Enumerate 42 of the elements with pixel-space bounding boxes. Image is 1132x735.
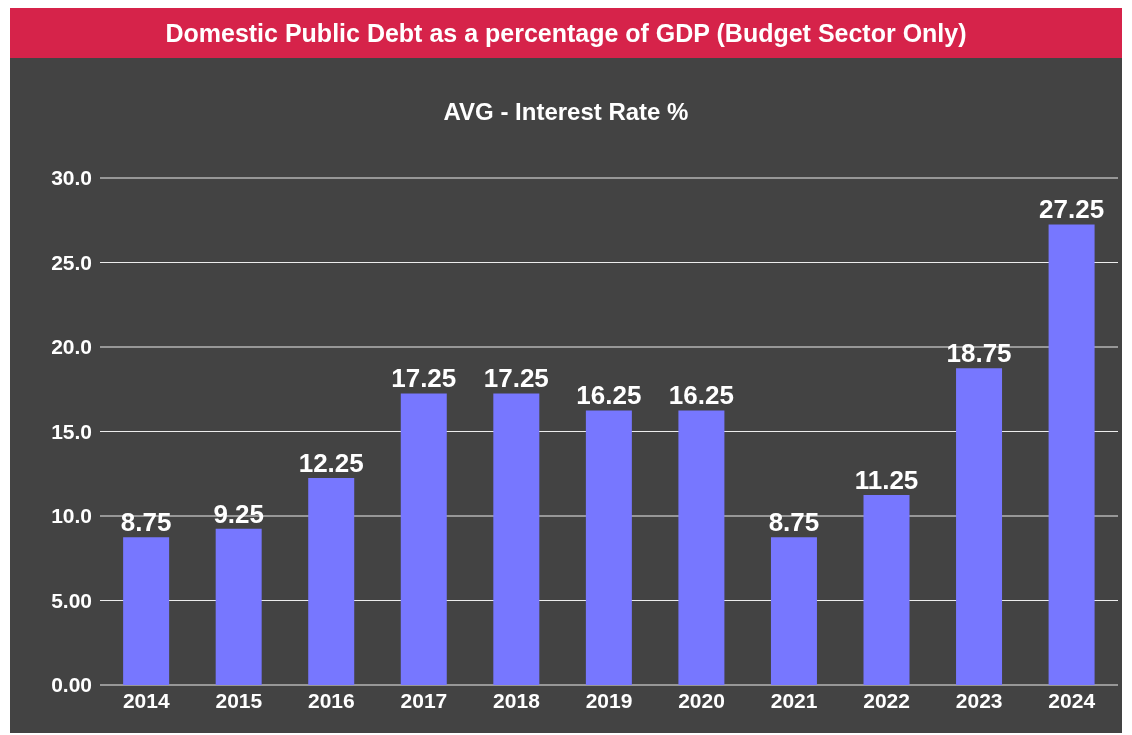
x-tick-label: 2024 xyxy=(1048,688,1096,712)
y-tick-label: 20.0 xyxy=(51,335,92,359)
x-tick-label: 2023 xyxy=(955,688,1003,712)
y-tick-label: 25.0 xyxy=(51,250,92,274)
data-label: 16.25 xyxy=(668,380,734,411)
x-tick-label: 2020 xyxy=(678,688,725,712)
bar xyxy=(123,537,170,685)
x-tick-label: 2021 xyxy=(770,688,818,712)
data-label: 8.75 xyxy=(768,507,820,538)
bar xyxy=(493,393,540,685)
x-tick-label: 2015 xyxy=(215,688,263,712)
x-tick-label: 2016 xyxy=(308,688,355,712)
data-label: 17.25 xyxy=(483,363,549,394)
data-label: 27.25 xyxy=(1039,194,1105,225)
x-tick-label: 2022 xyxy=(863,688,910,712)
bar xyxy=(770,537,817,685)
bar xyxy=(585,410,632,685)
y-tick-label: 0.00 xyxy=(51,673,92,697)
data-label: 12.25 xyxy=(298,447,364,478)
data-label: 18.75 xyxy=(946,338,1012,369)
bar xyxy=(215,528,262,685)
data-label: 17.25 xyxy=(391,363,457,394)
bar xyxy=(400,393,447,685)
x-tick-label: 2019 xyxy=(585,688,633,712)
data-label: 16.25 xyxy=(576,380,642,411)
bar xyxy=(308,477,355,685)
x-tick-label: 2014 xyxy=(122,688,170,712)
chart-title: Domestic Public Debt as a percentage of GDP (Budget Sector Only) xyxy=(165,19,967,47)
bar xyxy=(956,368,1003,685)
data-label: 11.25 xyxy=(854,464,919,495)
y-tick-label: 15.0 xyxy=(51,419,92,443)
bar xyxy=(678,410,725,685)
data-label: 9.25 xyxy=(213,498,264,529)
x-tick-label: 2017 xyxy=(400,688,448,712)
y-tick-label: 30.0 xyxy=(51,166,92,190)
chart-subtitle: AVG - Interest Rate % xyxy=(442,97,690,127)
data-label: 8.75 xyxy=(120,507,172,538)
bar xyxy=(1048,224,1095,685)
y-tick-label: 10.0 xyxy=(51,504,92,528)
x-tick-label: 2018 xyxy=(493,688,541,712)
y-tick-label: 5.00 xyxy=(51,588,92,612)
bar xyxy=(863,494,910,685)
